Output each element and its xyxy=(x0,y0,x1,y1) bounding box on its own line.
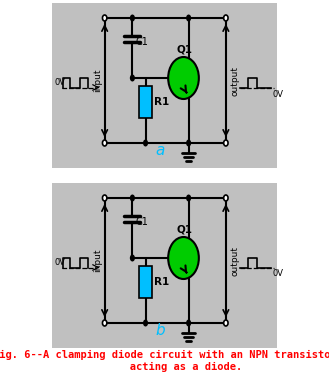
Text: 0V: 0V xyxy=(54,78,65,87)
Circle shape xyxy=(102,320,107,326)
Text: b: b xyxy=(155,323,165,338)
Text: input: input xyxy=(93,69,102,92)
FancyBboxPatch shape xyxy=(52,3,277,168)
Text: C1: C1 xyxy=(135,217,148,227)
Circle shape xyxy=(130,15,135,21)
Text: R1: R1 xyxy=(154,277,169,287)
Circle shape xyxy=(168,57,199,99)
Bar xyxy=(139,266,152,298)
Text: Q1: Q1 xyxy=(177,224,193,234)
Circle shape xyxy=(130,75,135,82)
Circle shape xyxy=(224,140,228,146)
Circle shape xyxy=(102,140,107,146)
Circle shape xyxy=(130,254,135,262)
Text: R1: R1 xyxy=(154,97,169,107)
Circle shape xyxy=(186,15,191,21)
Text: 0V: 0V xyxy=(273,90,284,98)
FancyBboxPatch shape xyxy=(52,183,277,348)
Text: 0V: 0V xyxy=(54,258,65,267)
Text: output: output xyxy=(231,246,240,275)
Circle shape xyxy=(186,319,191,326)
Text: Q1: Q1 xyxy=(177,44,193,54)
Text: C1: C1 xyxy=(135,37,148,47)
Circle shape xyxy=(130,195,135,201)
Circle shape xyxy=(186,139,191,147)
Circle shape xyxy=(186,195,191,201)
Text: Fig. 6--A clamping diode circuit with an NPN transistor
       acting as a diode: Fig. 6--A clamping diode circuit with an… xyxy=(0,350,329,372)
Circle shape xyxy=(143,139,148,147)
Text: 0V: 0V xyxy=(273,270,284,278)
Circle shape xyxy=(224,15,228,21)
Circle shape xyxy=(168,237,199,279)
Text: input: input xyxy=(93,249,102,272)
Bar xyxy=(139,86,152,118)
Text: output: output xyxy=(231,65,240,95)
Circle shape xyxy=(224,195,228,201)
Text: a: a xyxy=(156,143,165,158)
Circle shape xyxy=(143,319,148,326)
Circle shape xyxy=(102,15,107,21)
Circle shape xyxy=(224,320,228,326)
Circle shape xyxy=(102,195,107,201)
